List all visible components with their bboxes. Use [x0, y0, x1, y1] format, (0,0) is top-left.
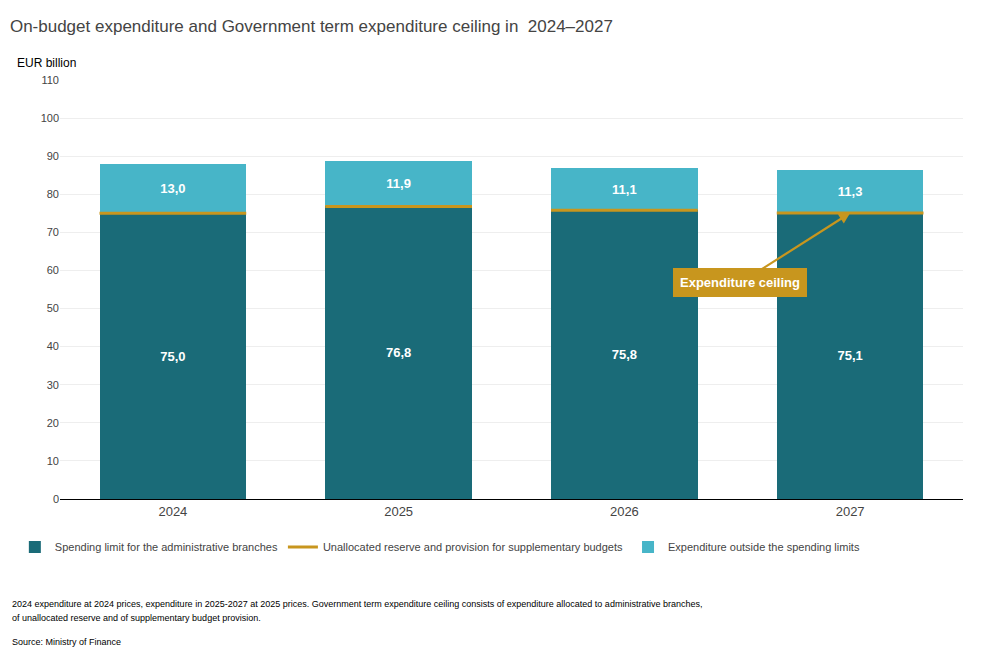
- svg-text:110: 110: [41, 74, 59, 86]
- svg-text:Source: Ministry of Finance: Source: Ministry of Finance: [12, 637, 121, 647]
- svg-text:2027: 2027: [836, 504, 865, 519]
- svg-text:On-budget expenditure and Gove: On-budget expenditure and Government ter…: [10, 17, 613, 36]
- svg-text:90: 90: [47, 150, 59, 162]
- svg-text:2026: 2026: [610, 504, 639, 519]
- svg-text:11,9: 11,9: [386, 176, 411, 191]
- svg-text:10: 10: [47, 455, 59, 467]
- svg-text:Unallocated reserve and provis: Unallocated reserve and provision for su…: [323, 541, 623, 553]
- svg-text:2025: 2025: [384, 504, 413, 519]
- svg-text:2024: 2024: [158, 504, 187, 519]
- svg-text:Spending limit for the adminis: Spending limit for the administrative br…: [55, 541, 278, 553]
- svg-text:11,3: 11,3: [838, 184, 863, 199]
- svg-text:30: 30: [47, 379, 59, 391]
- svg-text:60: 60: [47, 264, 59, 276]
- svg-text:50: 50: [47, 302, 59, 314]
- svg-text:13,0: 13,0: [160, 181, 185, 196]
- svg-text:70: 70: [47, 226, 59, 238]
- svg-text:11,1: 11,1: [612, 182, 637, 197]
- svg-text:Expenditure ceiling: Expenditure ceiling: [680, 275, 800, 290]
- svg-text:76,8: 76,8: [386, 345, 411, 360]
- svg-text:Expenditure outside the spendi: Expenditure outside the spending limits: [668, 541, 860, 553]
- svg-text:2024 expenditure at 2024 price: 2024 expenditure at 2024 prices, expendi…: [12, 599, 702, 609]
- svg-text:100: 100: [41, 112, 59, 124]
- svg-text:40: 40: [47, 340, 59, 352]
- svg-text:75,8: 75,8: [612, 347, 637, 362]
- svg-text:of unallocated reserve and of: of unallocated reserve and of supplement…: [12, 613, 261, 623]
- svg-text:75,0: 75,0: [160, 349, 185, 364]
- svg-text:80: 80: [47, 188, 59, 200]
- svg-text:EUR billion: EUR billion: [17, 56, 76, 70]
- svg-text:75,1: 75,1: [837, 348, 862, 363]
- svg-text:0: 0: [53, 493, 59, 505]
- svg-text:20: 20: [47, 417, 59, 429]
